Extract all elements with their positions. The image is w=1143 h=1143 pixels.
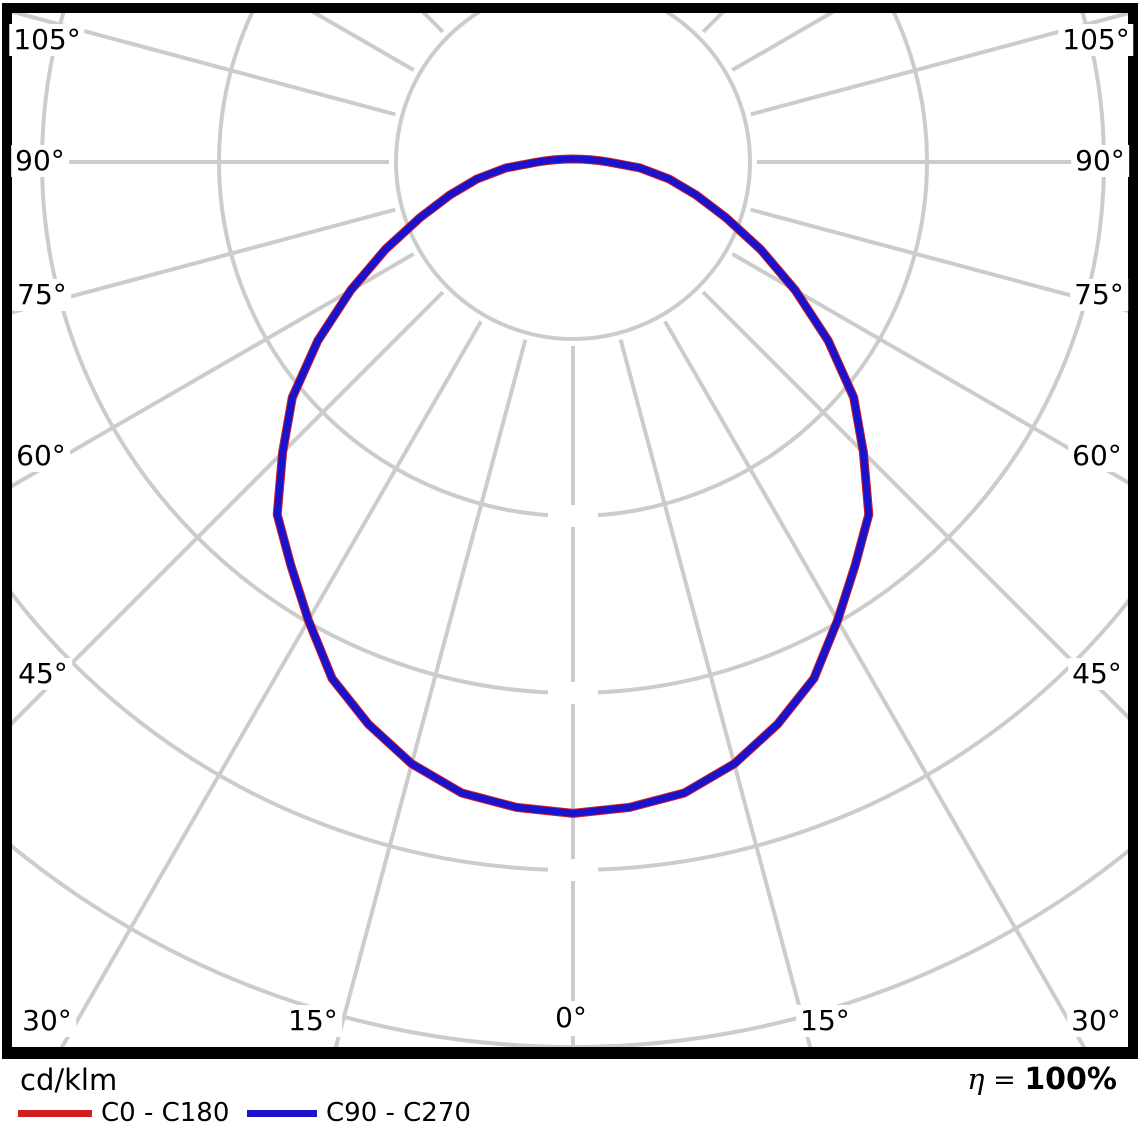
legend-item-c0-c180: C0 - C180 bbox=[18, 1100, 229, 1126]
gamma-label: 30° bbox=[1067, 1005, 1125, 1037]
gamma-label: 30° bbox=[18, 1005, 76, 1037]
unit-label: cd/klm bbox=[20, 1063, 118, 1097]
gamma-label: 105° bbox=[9, 24, 85, 56]
eta-equals: = bbox=[984, 1065, 1025, 1096]
eta-symbol: η bbox=[967, 1062, 985, 1096]
legend-line-blue bbox=[247, 1109, 317, 1117]
gamma-label: 90° bbox=[11, 145, 69, 177]
plot-border bbox=[2, 3, 1138, 1059]
gamma-label: 75° bbox=[13, 279, 71, 311]
legend-item-c90-c270: C90 - C270 bbox=[247, 1100, 471, 1126]
intensity-ring bbox=[394, 13, 752, 341]
grid-gaps bbox=[548, 503, 598, 883]
gamma-label: 15° bbox=[796, 1005, 854, 1037]
eta-value: 100% bbox=[1024, 1062, 1117, 1097]
legend-label-c90-c270: C90 - C270 bbox=[326, 1098, 471, 1128]
legend-line-red bbox=[18, 1109, 92, 1117]
gamma-label: 60° bbox=[12, 440, 70, 472]
gamma-label: 0° bbox=[551, 1002, 591, 1034]
gamma-label: 75° bbox=[1070, 279, 1128, 311]
gamma-label: 15° bbox=[284, 1005, 342, 1037]
curve-C90-C270 bbox=[273, 155, 873, 817]
gamma-label: 105° bbox=[1058, 24, 1134, 56]
gamma-label: 90° bbox=[1071, 145, 1129, 177]
gamma-label: 60° bbox=[1068, 440, 1126, 472]
gamma-label: 45° bbox=[14, 658, 72, 690]
efficiency-label: η = 100% bbox=[967, 1062, 1117, 1097]
gamma-label: 45° bbox=[1068, 658, 1126, 690]
legend-label-c0-c180: C0 - C180 bbox=[101, 1098, 230, 1128]
